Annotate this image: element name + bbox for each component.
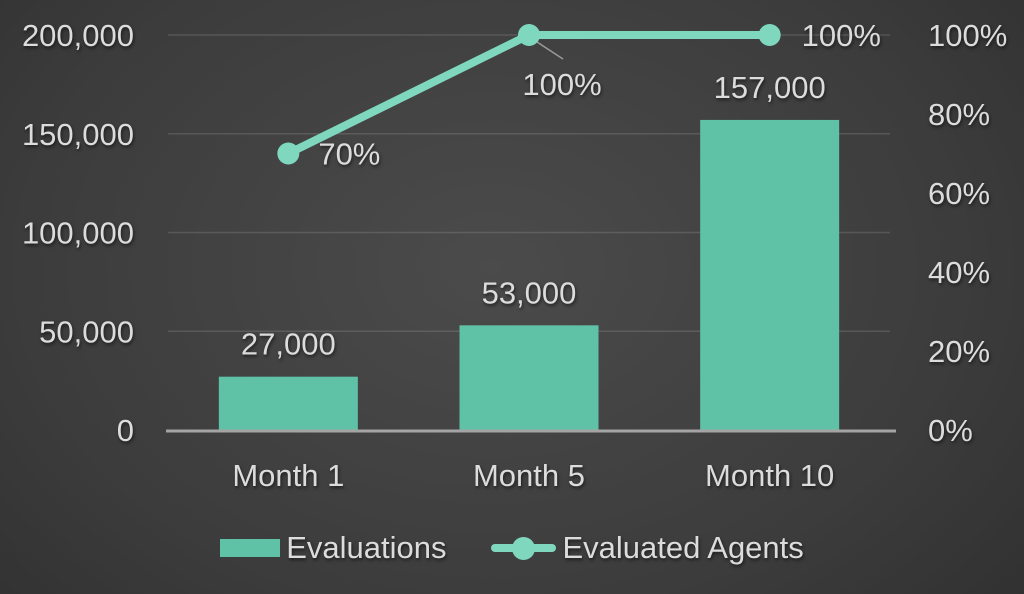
bar-value-label: 157,000 xyxy=(714,70,826,105)
left-axis-tick-label: 150,000 xyxy=(22,117,134,152)
line-value-label: 70% xyxy=(318,137,380,172)
x-category-label: Month 5 xyxy=(473,458,585,493)
right-axis-tick-label: 80% xyxy=(928,97,990,132)
left-axis-tick-label: 100,000 xyxy=(22,216,134,251)
line-value-label: 100% xyxy=(802,18,881,53)
x-category-label: Month 10 xyxy=(705,458,834,493)
bar-value-label: 53,000 xyxy=(482,275,577,310)
leader-line xyxy=(536,41,564,60)
right-axis-tick-label: 40% xyxy=(928,255,990,290)
legend-item-evaluations: Evaluations xyxy=(220,530,446,566)
line-marker xyxy=(758,24,781,46)
bar-month-10 xyxy=(700,119,840,431)
right-axis-tick-label: 0% xyxy=(928,413,973,448)
left-axis-tick-label: 200,000 xyxy=(22,18,134,53)
legend-item-evaluated-agents: Evaluated Agents xyxy=(491,530,804,566)
legend: Evaluations Evaluated Agents xyxy=(0,530,1024,566)
line-marker xyxy=(277,142,300,165)
right-axis-tick-label: 60% xyxy=(928,176,990,211)
line-value-label: 100% xyxy=(522,67,601,102)
legend-label-evaluated-agents: Evaluated Agents xyxy=(562,530,804,565)
x-category-label: Month 1 xyxy=(232,458,344,493)
right-axis-tick-label: 20% xyxy=(928,334,990,369)
line-marker xyxy=(518,24,540,46)
line-marker-icon xyxy=(491,536,557,560)
right-axis-tick-label: 100% xyxy=(928,18,1007,53)
bar-month-5 xyxy=(459,325,599,430)
bar-month-1 xyxy=(218,376,358,430)
bar-swatch-icon xyxy=(220,539,281,557)
left-axis-tick-label: 0 xyxy=(117,413,134,448)
left-axis-tick-label: 50,000 xyxy=(39,314,134,349)
bar-value-label: 27,000 xyxy=(241,327,336,362)
legend-label-evaluations: Evaluations xyxy=(286,530,447,565)
